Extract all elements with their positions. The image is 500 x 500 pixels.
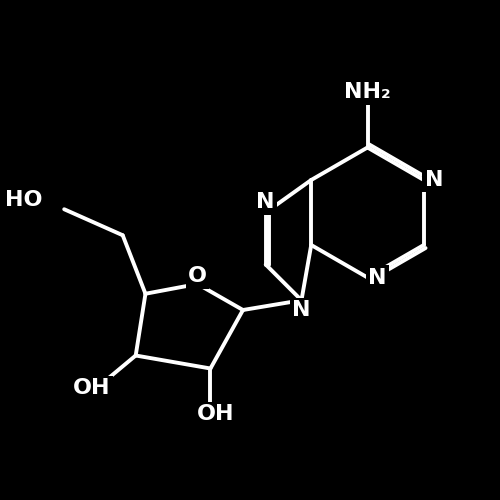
Text: NH₂: NH₂: [344, 82, 391, 102]
Text: HO: HO: [4, 190, 42, 210]
Text: O: O: [188, 266, 207, 286]
Text: N: N: [424, 170, 443, 190]
Text: OH: OH: [73, 378, 110, 398]
Text: N: N: [368, 268, 387, 287]
Text: N: N: [292, 300, 310, 320]
Text: OH: OH: [196, 404, 234, 424]
Text: N: N: [256, 192, 275, 212]
